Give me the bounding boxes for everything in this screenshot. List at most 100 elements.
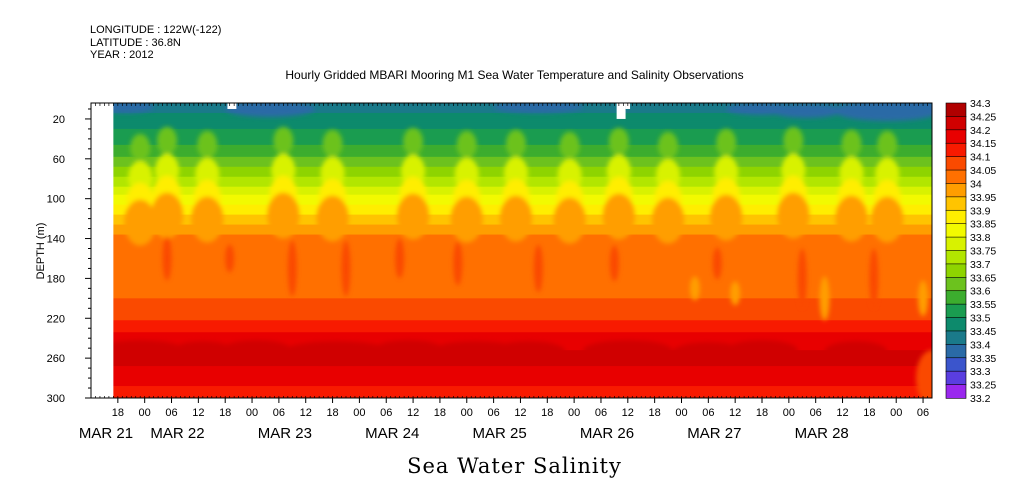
y-axis: 20 60 100 140 180 220 260 300 — [47, 108, 91, 405]
colorbar-label: 34 — [970, 178, 982, 190]
colorbar-swatch — [945, 317, 967, 332]
depth-band — [91, 318, 932, 321]
colorbar-swatch — [945, 384, 967, 399]
mid-depth-streak — [797, 248, 807, 309]
depth-band — [91, 288, 932, 291]
depth-band — [91, 394, 932, 397]
colorbar-swatch — [945, 303, 967, 319]
x-day-label: MAR 26 — [580, 425, 634, 442]
depth-band — [91, 368, 932, 371]
upwelling-dome — [273, 126, 294, 155]
colorbar-swatch — [945, 209, 967, 225]
deep-salinity-core — [824, 341, 888, 362]
upwelling-dome — [499, 195, 532, 242]
depth-band — [91, 122, 932, 126]
colorbar-label: 33.65 — [970, 272, 996, 284]
salinity-features — [95, 103, 932, 398]
depth-band — [91, 320, 932, 323]
depth-band — [91, 296, 932, 299]
y-tick-label: 260 — [47, 353, 65, 365]
x-day-label: MAR 21 — [79, 425, 133, 442]
missing-data-rect — [616, 103, 626, 119]
x-hour-label: 12 — [514, 407, 526, 419]
upwelling-dome — [197, 130, 218, 159]
depth-band — [91, 280, 932, 283]
y-tick-label: 220 — [47, 313, 65, 325]
mid-depth-streak — [162, 236, 172, 281]
depth-band — [91, 302, 932, 305]
depth-band — [91, 240, 932, 244]
colorbar-swatch — [945, 116, 967, 131]
colorbar-label: 33.5 — [970, 313, 991, 325]
depth-band — [91, 386, 932, 389]
depth-band — [91, 382, 932, 385]
deep-salinity-core — [220, 340, 293, 361]
upwelling-dome — [267, 192, 300, 239]
depth-band — [91, 310, 932, 313]
mid-depth-streak — [533, 244, 543, 293]
upwelling-dome — [151, 192, 184, 239]
x-hour-label: 12 — [407, 407, 419, 419]
colorbar-swatch — [945, 223, 967, 238]
fresh-patch — [225, 103, 315, 117]
x-day-label: MAR 23 — [258, 425, 312, 442]
upwelling-dome — [871, 196, 904, 243]
depth-band — [91, 308, 932, 311]
colorbar-label: 34.2 — [970, 125, 991, 137]
upwelling-dome — [316, 195, 349, 242]
x-hour-label: 12 — [729, 407, 741, 419]
colorbar-swatch — [945, 344, 967, 359]
depth-band — [91, 272, 932, 276]
fresh-patch — [869, 103, 932, 113]
depth-band — [91, 328, 932, 331]
x-hour-label: 06 — [810, 407, 822, 419]
depth-band — [91, 336, 932, 339]
missing-data-rect — [227, 103, 237, 109]
upwelling-dome — [658, 131, 679, 160]
colorbar-swatch — [945, 196, 967, 211]
mid-depth-streak — [712, 247, 722, 280]
variable-title: Sea Water Salinity — [407, 454, 622, 478]
upwelling-dome — [505, 129, 526, 158]
depth-band — [91, 258, 932, 262]
depth-band — [91, 268, 932, 272]
year-label: YEAR : 2012 — [90, 49, 154, 61]
depth-band — [91, 334, 932, 337]
colorbar-swatch — [945, 156, 967, 171]
colorbar-swatch — [945, 183, 967, 198]
depth-band — [91, 256, 932, 260]
depth-band — [91, 124, 932, 128]
upwelling-dome — [322, 129, 343, 158]
depth-band — [91, 338, 932, 341]
colorbar-swatch — [945, 370, 967, 386]
upwelling-dome — [602, 193, 635, 240]
depth-band — [91, 330, 932, 333]
upwelling-dome — [403, 127, 424, 156]
deep-salinity-core — [283, 341, 391, 362]
colorbar-swatch — [945, 102, 967, 118]
depth-band — [91, 242, 932, 246]
deep-salinity-core — [372, 340, 445, 361]
depth-band — [91, 244, 932, 248]
depth-band — [91, 306, 932, 309]
x-hour-label: 00 — [568, 407, 580, 419]
upwelling-dome — [130, 133, 151, 162]
longitude-label: LONGITUDE : 122W(-122) — [90, 24, 222, 36]
upwelling-dome — [157, 126, 178, 155]
mid-depth-streak — [453, 241, 463, 286]
colorbar-swatch — [945, 236, 967, 252]
depth-band — [91, 314, 932, 317]
depth-band — [91, 388, 932, 391]
colorbar-swatch — [945, 263, 967, 279]
depth-band — [91, 316, 932, 319]
depth-band — [91, 248, 932, 252]
metadata-block: LONGITUDE : 122W(-122) LATITUDE : 36.8N … — [90, 24, 221, 62]
x-hour-label: 12 — [300, 407, 312, 419]
colorbar-label: 34.3 — [970, 98, 991, 110]
y-tick-label: 140 — [47, 234, 65, 246]
x-hour-label: 00 — [783, 407, 795, 419]
x-hour-label: 18 — [756, 407, 768, 419]
depth-band — [91, 286, 932, 289]
depth-band — [91, 282, 932, 285]
